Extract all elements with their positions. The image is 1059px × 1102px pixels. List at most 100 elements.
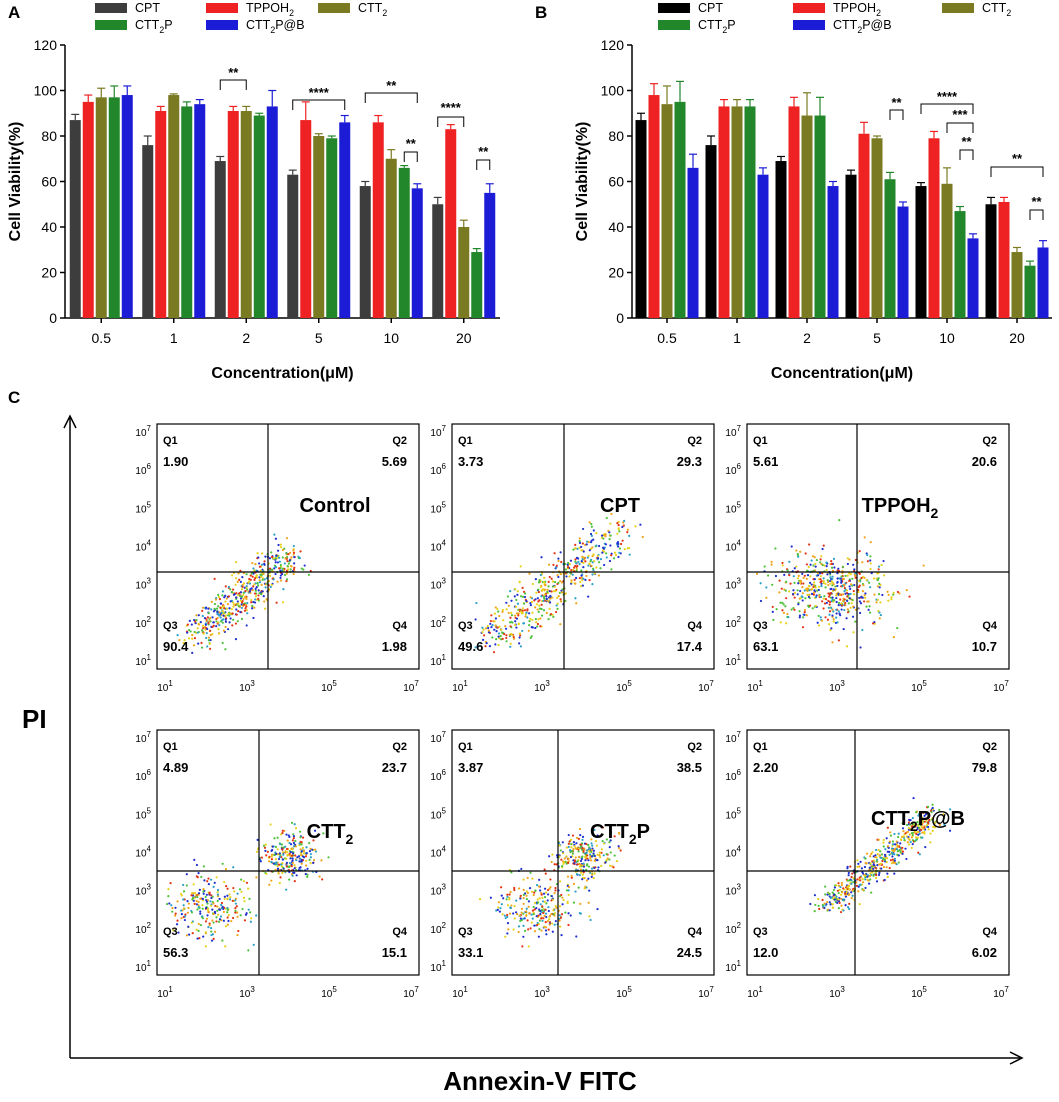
event-dot	[778, 591, 781, 594]
event-dot	[224, 594, 227, 597]
event-dot	[828, 623, 831, 626]
event-dot	[507, 611, 510, 614]
event-dot	[234, 911, 237, 914]
event-dot	[221, 594, 224, 597]
event-dot	[846, 608, 849, 611]
event-dot	[569, 572, 572, 575]
event-dot	[770, 563, 773, 566]
event-dot	[543, 925, 546, 928]
event-dot	[188, 933, 191, 936]
event-dot	[522, 896, 525, 900]
event-dot	[251, 575, 254, 578]
event-dot	[549, 612, 553, 616]
event-dot	[543, 900, 546, 903]
event-dot	[209, 629, 212, 632]
event-dot	[229, 588, 232, 591]
event-dot	[312, 839, 315, 842]
event-dot	[265, 854, 268, 857]
event-dot	[851, 872, 854, 875]
x-tick-label: 5	[315, 330, 323, 346]
event-dot	[598, 851, 601, 854]
event-dot	[545, 933, 548, 936]
event-dot	[868, 874, 872, 878]
event-dot	[561, 903, 564, 906]
event-dot	[610, 554, 613, 557]
event-dot	[557, 581, 560, 584]
legend-swatch	[793, 3, 825, 13]
event-dot	[555, 604, 558, 607]
event-dot	[907, 821, 911, 824]
event-dot	[197, 904, 200, 907]
bar	[359, 186, 371, 318]
event-dot	[484, 645, 487, 648]
event-dot	[569, 838, 573, 841]
event-dot	[538, 885, 541, 888]
event-dot	[818, 594, 821, 597]
event-dot	[219, 606, 222, 609]
event-dot	[207, 607, 210, 610]
event-dot	[246, 602, 249, 605]
event-dot	[242, 896, 246, 899]
event-dot	[207, 636, 211, 639]
event-dot	[288, 558, 292, 562]
event-dot	[593, 572, 596, 575]
event-dot	[822, 577, 825, 580]
event-dot	[249, 920, 252, 923]
event-dot	[829, 903, 832, 906]
event-dot	[543, 868, 546, 871]
y-tick-label: 102	[135, 615, 151, 630]
event-dot	[240, 890, 243, 893]
event-dot	[281, 569, 284, 572]
event-dot	[201, 904, 204, 907]
event-dot	[567, 845, 570, 849]
event-dot	[226, 894, 229, 897]
event-dot	[927, 821, 930, 824]
event-dot	[492, 651, 496, 654]
scatter-points	[755, 518, 925, 649]
event-dot	[870, 852, 873, 856]
event-dot	[882, 838, 885, 842]
event-dot	[861, 878, 864, 881]
event-dot	[527, 900, 530, 903]
event-dot	[221, 590, 225, 593]
event-dot	[540, 595, 543, 598]
event-dot	[581, 527, 585, 531]
event-dot	[908, 833, 911, 836]
event-dot	[567, 861, 570, 865]
event-dot	[591, 546, 594, 549]
event-dot	[528, 912, 531, 915]
event-dot	[852, 605, 855, 608]
event-dot	[537, 914, 540, 917]
event-dot	[557, 595, 560, 598]
event-dot	[575, 576, 578, 580]
event-dot	[494, 643, 497, 646]
event-dot	[877, 565, 881, 568]
event-dot	[877, 873, 881, 876]
event-dot	[544, 908, 547, 911]
event-dot	[288, 835, 291, 839]
event-dot	[835, 884, 838, 887]
event-dot	[858, 584, 861, 587]
event-dot	[247, 887, 250, 890]
event-dot	[567, 842, 570, 845]
event-dot	[199, 912, 202, 915]
event-dot	[619, 849, 622, 852]
event-dot	[905, 823, 909, 827]
event-dot	[838, 901, 841, 904]
event-dot	[575, 569, 578, 572]
event-dot	[210, 939, 214, 942]
event-dot	[519, 897, 522, 900]
significance-label: **	[891, 95, 902, 110]
event-dot	[593, 859, 596, 862]
event-dot	[213, 602, 217, 606]
x-tick-label: 103	[534, 985, 550, 1000]
event-dot	[822, 544, 825, 547]
event-dot	[309, 852, 312, 856]
q2-label: Q2	[392, 435, 407, 447]
event-dot	[829, 896, 832, 900]
event-dot	[849, 572, 852, 576]
event-dot	[235, 592, 238, 595]
x-tick-label: 101	[452, 985, 468, 1000]
